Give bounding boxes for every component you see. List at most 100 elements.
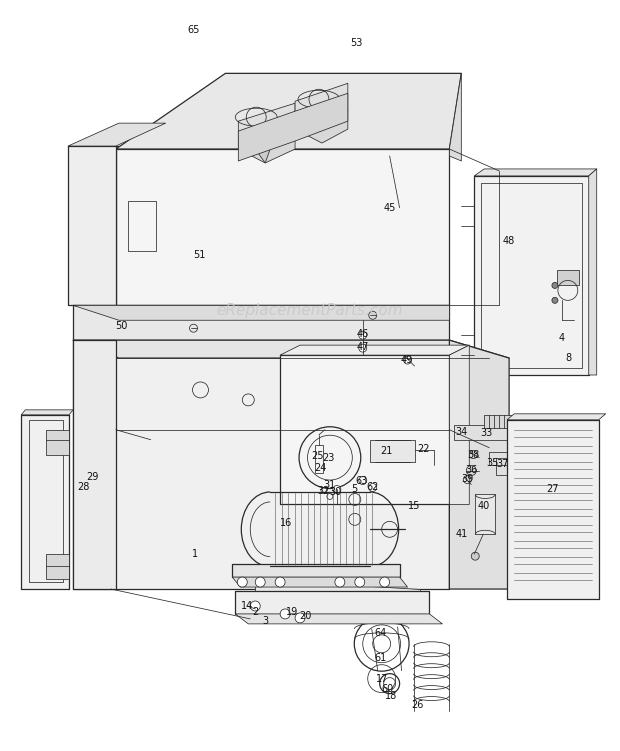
Polygon shape — [450, 74, 461, 161]
Text: 22: 22 — [417, 444, 430, 454]
Polygon shape — [255, 599, 430, 607]
Polygon shape — [255, 149, 270, 163]
Circle shape — [359, 331, 367, 339]
Text: 51: 51 — [193, 249, 206, 260]
Circle shape — [552, 282, 558, 288]
Text: 62: 62 — [366, 482, 379, 493]
Polygon shape — [232, 564, 400, 577]
Polygon shape — [454, 425, 509, 440]
Circle shape — [335, 577, 345, 587]
Circle shape — [379, 577, 389, 587]
Polygon shape — [484, 415, 514, 428]
Text: 23: 23 — [323, 453, 335, 463]
Polygon shape — [73, 146, 119, 306]
Text: 61: 61 — [374, 653, 387, 662]
Polygon shape — [232, 577, 407, 587]
Text: 31: 31 — [324, 479, 336, 490]
Polygon shape — [476, 494, 495, 534]
Polygon shape — [116, 149, 450, 306]
Circle shape — [359, 344, 367, 352]
Polygon shape — [46, 554, 69, 579]
Polygon shape — [46, 430, 69, 454]
Text: 39: 39 — [461, 474, 474, 484]
Polygon shape — [236, 591, 430, 614]
Polygon shape — [507, 420, 599, 599]
Text: 15: 15 — [409, 502, 421, 511]
Circle shape — [471, 552, 479, 560]
Text: 5: 5 — [352, 484, 358, 494]
Polygon shape — [238, 93, 348, 161]
Circle shape — [255, 577, 265, 587]
Polygon shape — [21, 410, 73, 415]
Text: 38: 38 — [467, 450, 479, 460]
Polygon shape — [238, 131, 295, 163]
Circle shape — [466, 466, 476, 475]
Circle shape — [552, 297, 558, 303]
Text: 34: 34 — [455, 427, 467, 437]
Text: 2: 2 — [252, 607, 259, 617]
Text: 27: 27 — [547, 484, 559, 494]
Polygon shape — [116, 74, 461, 149]
Circle shape — [369, 484, 377, 491]
Polygon shape — [73, 306, 450, 320]
Text: 21: 21 — [381, 445, 393, 456]
Text: 4: 4 — [559, 333, 565, 343]
Polygon shape — [474, 169, 596, 176]
Text: 46: 46 — [356, 329, 369, 339]
Text: 65: 65 — [187, 25, 200, 35]
Text: 26: 26 — [411, 699, 423, 710]
Polygon shape — [295, 111, 348, 143]
Circle shape — [355, 577, 365, 587]
Circle shape — [250, 601, 260, 611]
Polygon shape — [450, 345, 469, 505]
Text: 53: 53 — [350, 38, 363, 49]
Text: 17: 17 — [376, 674, 388, 683]
Polygon shape — [73, 340, 450, 589]
Polygon shape — [73, 340, 116, 589]
Polygon shape — [474, 176, 589, 375]
Bar — [315, 445, 323, 472]
Polygon shape — [295, 83, 348, 129]
Text: 19: 19 — [286, 607, 298, 617]
Polygon shape — [236, 614, 443, 624]
Text: 28: 28 — [77, 481, 89, 491]
Text: 25: 25 — [312, 451, 324, 460]
Polygon shape — [238, 103, 295, 149]
Text: 14: 14 — [241, 601, 254, 611]
Polygon shape — [557, 270, 579, 285]
Polygon shape — [73, 340, 509, 358]
Polygon shape — [589, 169, 596, 375]
Text: 50: 50 — [116, 321, 128, 331]
Text: 48: 48 — [503, 236, 515, 246]
Polygon shape — [255, 579, 420, 599]
Polygon shape — [507, 414, 606, 420]
Polygon shape — [450, 340, 509, 589]
Text: 41: 41 — [455, 529, 467, 539]
Circle shape — [280, 609, 290, 619]
Polygon shape — [370, 440, 415, 462]
Text: 3: 3 — [262, 616, 268, 626]
Polygon shape — [489, 451, 509, 465]
Polygon shape — [68, 123, 166, 146]
Circle shape — [275, 577, 285, 587]
Polygon shape — [68, 146, 116, 306]
Polygon shape — [21, 415, 69, 589]
Text: 37: 37 — [496, 459, 508, 469]
Text: 40: 40 — [477, 502, 489, 511]
Circle shape — [404, 356, 412, 364]
Text: eReplacementParts.com: eReplacementParts.com — [216, 303, 404, 318]
Text: 35: 35 — [486, 457, 498, 468]
Text: 18: 18 — [384, 691, 397, 701]
Circle shape — [237, 577, 247, 587]
Text: 47: 47 — [356, 342, 369, 352]
Text: 20: 20 — [299, 611, 311, 621]
Text: 32: 32 — [317, 487, 330, 496]
Text: 64: 64 — [374, 628, 387, 638]
Text: 60: 60 — [381, 683, 394, 694]
Circle shape — [333, 485, 341, 493]
Polygon shape — [73, 306, 450, 340]
Text: 24: 24 — [314, 463, 326, 472]
Text: 29: 29 — [86, 472, 98, 481]
Circle shape — [295, 613, 305, 623]
Text: 49: 49 — [401, 355, 413, 365]
